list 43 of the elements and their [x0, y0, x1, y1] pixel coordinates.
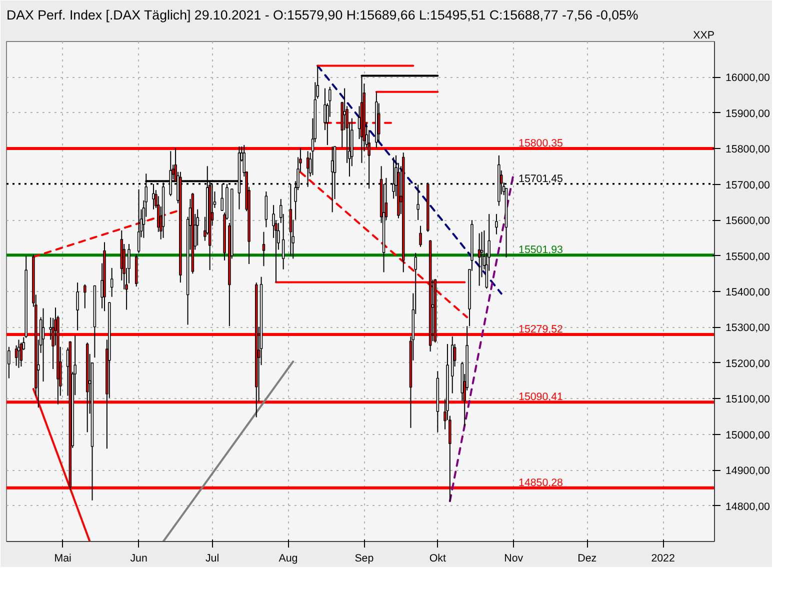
y-tick-label: 15100,00: [726, 394, 770, 406]
ref-line-label: 15800,35: [518, 138, 564, 150]
candlestick: [137, 188, 140, 254]
x-tick-label: Okt: [429, 552, 446, 564]
y-tick-label: 14900,00: [726, 465, 770, 478]
chart-title: DAX Perf. Index [.DAX Täglich] 29.10.2021 - O:15579,90 H:15689,66 L:15495,51 C:15688,77 -7,56 -0,05%: [6, 8, 638, 22]
y-tick-label: 15400,00: [726, 286, 770, 298]
candlestick: [84, 284, 86, 309]
candlestick: [416, 184, 420, 221]
candlestick: [262, 231, 266, 267]
y-tick-label: 14800,00: [726, 500, 770, 513]
candlestick: [264, 191, 268, 228]
ref-line-label: 15501,93: [518, 244, 564, 256]
ref-line-label: 15279,52: [518, 324, 564, 336]
x-tick-label: Sep: [354, 552, 374, 564]
x-tick-label: Dez: [578, 552, 597, 564]
y-tick-label: 15200,00: [726, 358, 770, 370]
x-tick-label: Nov: [504, 552, 524, 564]
ref-line-label: 15701,45: [518, 172, 564, 185]
x-tick-label: Jun: [130, 552, 148, 564]
x-tick-label: Jul: [205, 552, 220, 564]
y-tick-label: 15000,00: [726, 429, 770, 442]
ref-line-label: 14850,28: [518, 476, 564, 489]
y-tick-label: 15600,00: [726, 215, 770, 228]
y-tick-label: 15800,00: [726, 144, 770, 156]
annotation: XXP: [693, 30, 715, 42]
ref-line-label: 15090,41: [518, 391, 564, 404]
x-tick-label: 2022: [651, 552, 675, 564]
candlestick: [110, 267, 114, 298]
candlestick: [76, 282, 79, 331]
y-tick-label: 15700,00: [726, 179, 770, 192]
y-tick-label: 15300,00: [726, 322, 770, 334]
y-tick-label: 15500,00: [726, 250, 770, 263]
candlestick: [419, 225, 422, 248]
candlestick: [478, 232, 481, 286]
candlestick: [196, 208, 199, 246]
x-tick-label: Aug: [278, 552, 298, 564]
candlestick: [495, 214, 498, 235]
y-tick-label: 15900,00: [726, 108, 770, 120]
candlestick: [377, 102, 380, 143]
x-tick-label: Mai: [54, 552, 72, 564]
candlestick: [42, 308, 45, 382]
y-tick-label: 16000,00: [726, 72, 770, 84]
